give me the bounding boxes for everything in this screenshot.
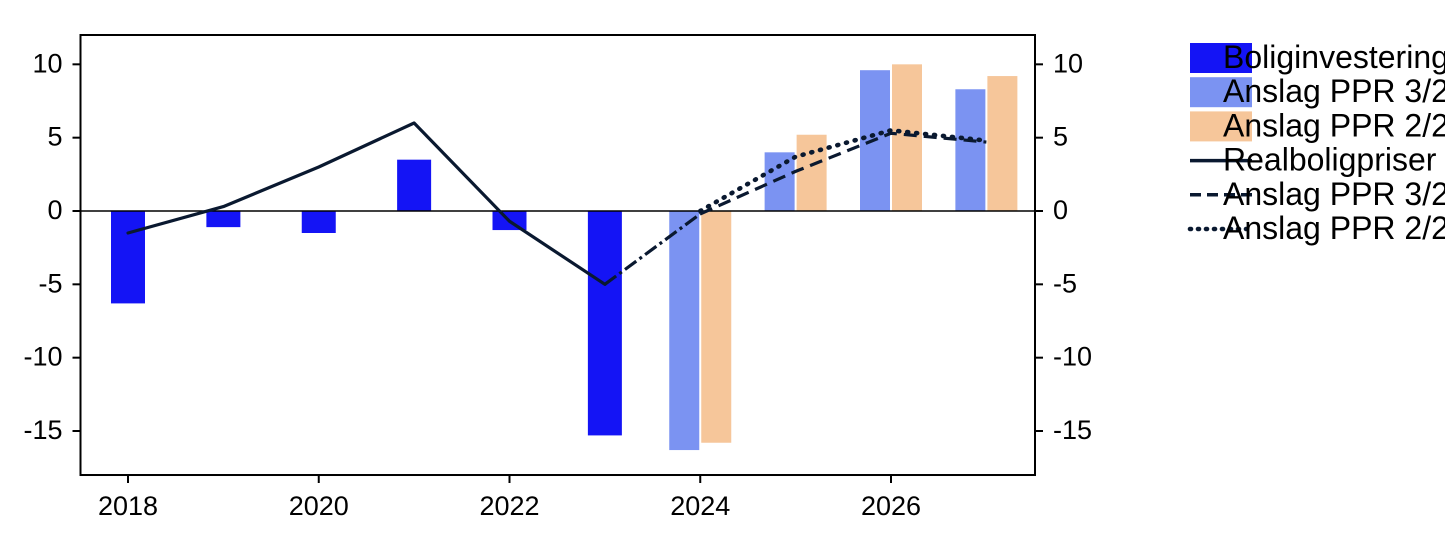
svg-text:-10: -10 <box>23 342 62 372</box>
svg-text:5: 5 <box>47 122 62 152</box>
svg-text:0: 0 <box>1053 195 1068 225</box>
svg-text:Anslag PPR 2/24: Anslag PPR 2/24 <box>1223 210 1445 246</box>
svg-text:5: 5 <box>1053 122 1068 152</box>
svg-text:Boliginvesteringer: Boliginvesteringer <box>1223 39 1445 75</box>
svg-text:-15: -15 <box>1053 415 1092 445</box>
svg-text:-5: -5 <box>1053 268 1077 298</box>
svg-text:2020: 2020 <box>289 491 349 521</box>
svg-text:2026: 2026 <box>861 491 921 521</box>
svg-text:0: 0 <box>47 195 62 225</box>
svg-text:Anslag PPR 3/24: Anslag PPR 3/24 <box>1223 73 1445 109</box>
svg-text:2024: 2024 <box>670 491 730 521</box>
svg-text:-15: -15 <box>23 415 62 445</box>
svg-text:-10: -10 <box>1053 342 1092 372</box>
svg-text:-5: -5 <box>38 268 62 298</box>
svg-text:Anslag PPR 3/24: Anslag PPR 3/24 <box>1223 176 1445 212</box>
svg-text:Anslag PPR 2/24: Anslag PPR 2/24 <box>1223 107 1445 143</box>
svg-text:Realboligpriser: Realboligpriser <box>1223 142 1437 178</box>
svg-text:2018: 2018 <box>98 491 158 521</box>
svg-text:10: 10 <box>1053 48 1083 78</box>
svg-text:10: 10 <box>32 48 62 78</box>
svg-text:2022: 2022 <box>479 491 539 521</box>
